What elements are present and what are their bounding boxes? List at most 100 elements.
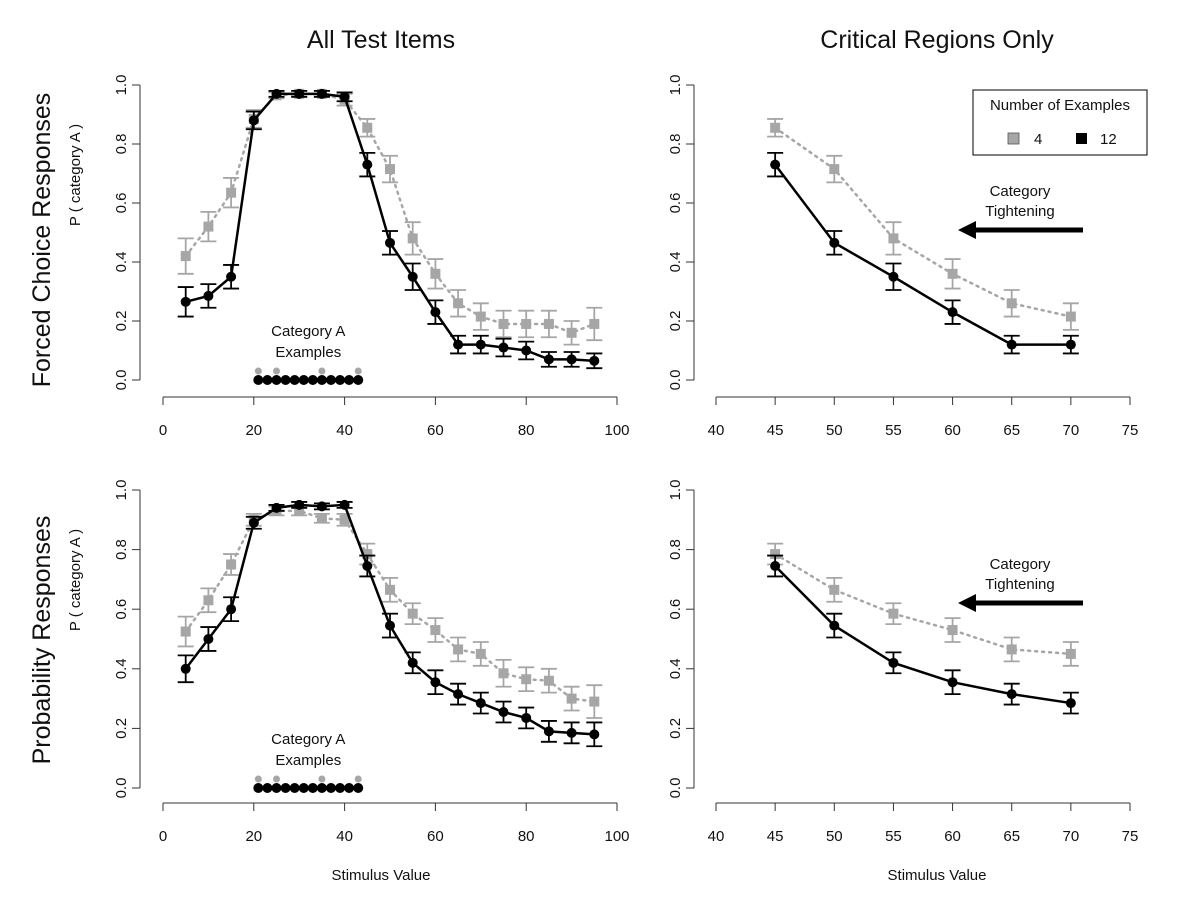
x-tick-label: 50	[826, 422, 843, 439]
legend-swatch-4	[1007, 132, 1020, 145]
data-point-4	[294, 505, 305, 516]
tightening-annotation-line1: Category	[990, 556, 1051, 573]
data-point-4	[1006, 644, 1017, 655]
panel-bottom-left: 0 20 40 60 80 100 0.0 0.2 0.4 0.6 0.8 1.0 Category A…	[113, 480, 630, 845]
x-tick-label: 80	[518, 828, 535, 845]
data-point-12	[498, 707, 509, 718]
data-point-12	[453, 689, 464, 700]
legend-title: Number of Examples	[990, 97, 1130, 114]
data-point-4	[180, 251, 191, 262]
series-line-4	[184, 509, 596, 703]
data-point-12	[829, 237, 840, 248]
example-marker-12	[325, 375, 336, 385]
example-marker-12	[353, 783, 364, 793]
series-line-12	[773, 163, 1073, 346]
data-point-12	[362, 159, 373, 170]
x-tick-label: 50	[826, 828, 843, 845]
data-point-4	[543, 318, 554, 329]
x-tick-label: 45	[767, 828, 784, 845]
data-point-4	[203, 595, 214, 606]
panel-top-right: 40 45 50 55 60 65 70 75 0.0 0.2 0.4 0.6 0.8 1.0 Catego…	[667, 75, 1138, 439]
tightening-annotation-line1: Category	[990, 183, 1051, 200]
data-point-12	[339, 499, 350, 510]
data-point-12	[203, 290, 214, 301]
x-tick-label: 75	[1122, 828, 1139, 845]
tightening-annotation-line2: Tightening	[985, 576, 1055, 593]
data-point-4	[407, 608, 418, 619]
data-point-4	[475, 648, 486, 659]
y-tick-label: 0.4	[667, 252, 684, 273]
data-point-4	[888, 233, 899, 244]
example-marker-4	[254, 367, 262, 375]
y-tick-label: 0.0	[113, 370, 130, 391]
y-axis-label-bottom: P ( category A )	[67, 529, 84, 631]
data-point-12	[180, 296, 191, 307]
y-tick-label: 0.6	[113, 599, 130, 620]
example-marker-12	[289, 375, 300, 385]
legend-label-4: 4	[1034, 131, 1042, 148]
y-tick-label: 0.8	[667, 134, 684, 155]
left-arrow-icon	[958, 594, 1083, 612]
data-point-4	[430, 268, 441, 279]
legend: Number of Examples 4 12	[972, 89, 1148, 156]
example-marker-4	[273, 367, 280, 375]
data-point-12	[521, 712, 532, 723]
data-point-12	[407, 657, 418, 668]
data-point-12	[271, 502, 282, 513]
example-marker-12	[344, 375, 355, 385]
data-point-12	[1006, 689, 1017, 700]
x-tick-label: 40	[708, 422, 725, 439]
example-marker-4	[318, 367, 326, 375]
data-point-12	[498, 342, 509, 353]
data-point-4	[385, 164, 395, 175]
y-tick-label: 0.6	[113, 193, 130, 214]
data-point-12	[888, 271, 899, 282]
data-point-12	[543, 726, 554, 737]
data-point-4	[203, 221, 214, 232]
data-point-4	[1065, 648, 1076, 659]
data-point-4	[947, 268, 958, 279]
examples-annotation-line2: Examples	[275, 344, 341, 361]
data-point-12	[566, 727, 577, 738]
data-point-12	[294, 88, 305, 99]
data-point-12	[316, 501, 327, 512]
example-marker-12	[280, 783, 291, 793]
y-tick-label: 1.0	[667, 480, 684, 501]
example-marker-12	[344, 783, 355, 793]
y-tick-label: 1.0	[113, 480, 130, 501]
example-marker-12	[280, 375, 291, 385]
y-tick-label: 0.8	[113, 134, 130, 155]
data-point-4	[498, 668, 509, 679]
x-tick-label: 60	[427, 422, 444, 439]
legend-swatch-12	[1076, 133, 1087, 144]
legend-label-12: 12	[1100, 131, 1117, 148]
example-marker-12	[307, 783, 318, 793]
panel-bottom-right: 40 45 50 55 60 65 70 75 0.0 0.2 0.4 0.6 0.8 1.0 Catego…	[667, 480, 1138, 845]
y-tick-label: 0.0	[113, 778, 130, 799]
data-point-4	[339, 514, 350, 525]
data-point-4	[316, 513, 327, 524]
data-point-4	[829, 164, 840, 175]
y-tick-label: 0.0	[667, 370, 684, 391]
example-marker-12	[335, 783, 346, 793]
series-line-4	[773, 126, 1073, 318]
data-point-4	[180, 626, 191, 637]
data-point-12	[316, 88, 327, 99]
data-point-12	[203, 634, 214, 644]
example-marker-12	[325, 783, 336, 793]
example-marker-12	[271, 375, 282, 385]
data-point-4	[566, 693, 577, 704]
data-point-12	[770, 159, 781, 170]
data-point-12	[829, 620, 840, 631]
data-point-12	[521, 345, 532, 356]
examples-annotation-line1: Category A	[271, 731, 345, 748]
y-tick-label: 0.2	[667, 718, 684, 739]
series-line-12	[773, 564, 1073, 705]
data-point-4	[385, 584, 395, 595]
data-point-4	[453, 298, 464, 309]
x-tick-label: 75	[1122, 422, 1139, 439]
x-tick-label: 45	[767, 422, 784, 439]
data-point-4	[362, 122, 373, 133]
x-tick-label: 40	[708, 828, 725, 845]
data-point-4	[226, 187, 237, 198]
